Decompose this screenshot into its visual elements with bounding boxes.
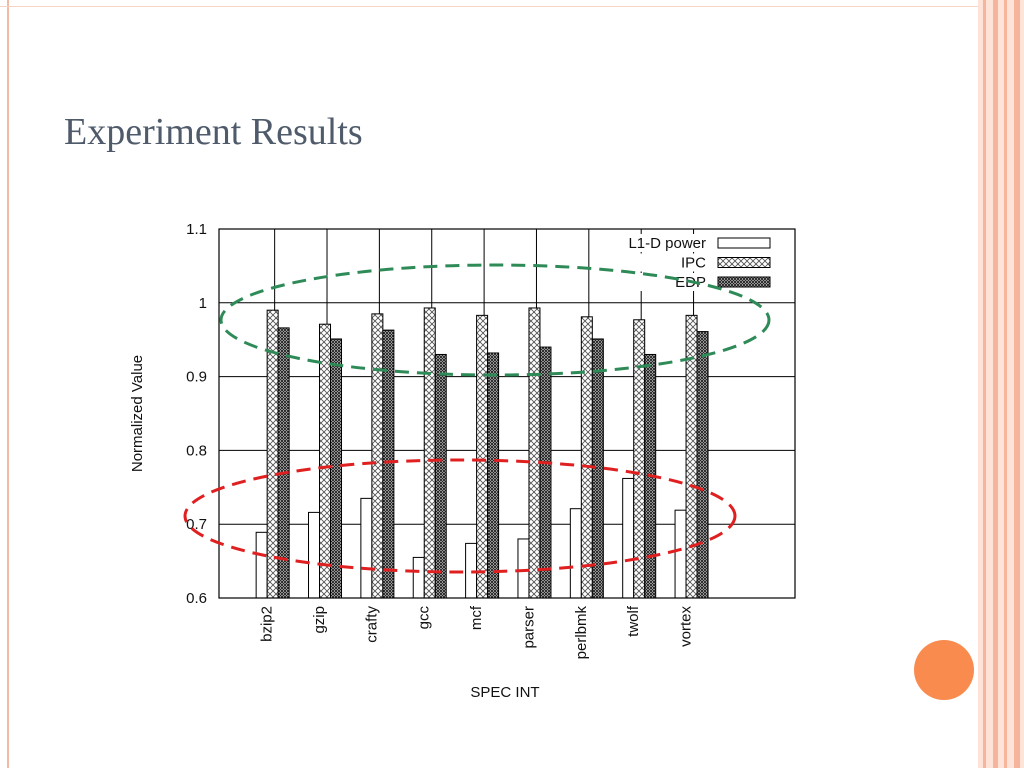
side-stripe: [1014, 0, 1020, 768]
bar: [434, 353, 447, 599]
y-axis-label: Normalized Value: [129, 355, 146, 472]
bar: [330, 338, 343, 599]
bar: [308, 511, 321, 599]
bar: [476, 314, 489, 599]
highlight-ellipse: [219, 263, 771, 377]
bar: [696, 331, 709, 599]
bar: [423, 307, 436, 599]
x-tick-label: crafty: [363, 606, 380, 643]
x-tick-label: twolf: [625, 605, 642, 637]
legend-swatch: [717, 237, 771, 249]
x-tick-label: vortex: [678, 606, 695, 647]
y-tick-label: 0.8: [186, 442, 207, 459]
side-stripe: [983, 0, 986, 768]
x-axis-label: SPEC INT: [470, 684, 539, 701]
y-tick-label: 1: [199, 295, 207, 312]
x-tick-label: gzip: [311, 606, 328, 634]
bar: [622, 477, 635, 599]
bar: [674, 509, 687, 599]
highlight-ellipse: [183, 458, 737, 574]
bar: [539, 346, 552, 599]
bar: [360, 497, 373, 599]
frame-line: [7, 0, 9, 768]
y-tick-label: 0.6: [186, 590, 207, 607]
x-tick-label: parser: [520, 606, 537, 649]
bar: [319, 323, 332, 599]
x-tick-label: gcc: [416, 606, 433, 630]
bar: [517, 538, 530, 599]
bar: [528, 307, 541, 599]
legend-label: IPC: [681, 255, 706, 272]
decor-circle: [914, 640, 974, 700]
legend-swatch: [717, 257, 771, 268]
x-tick-label: perlbmk: [573, 606, 590, 660]
bar: [412, 556, 425, 599]
slide-title: Experiment Results: [64, 111, 363, 153]
y-tick-label: 1.1: [186, 221, 207, 238]
bar: [569, 508, 582, 599]
y-tick-label: 0.9: [186, 369, 207, 386]
plot-frame: [218, 228, 796, 599]
bar: [371, 313, 384, 599]
legend-label: L1-D power: [628, 235, 706, 252]
x-tick-label: bzip2: [259, 606, 276, 642]
bar: [633, 319, 646, 599]
legend-swatch: [717, 276, 771, 288]
x-tick-label: mcf: [468, 605, 485, 630]
side-stripe: [993, 0, 998, 768]
side-stripe: [1004, 0, 1007, 768]
bar: [255, 531, 268, 599]
frame-line: [0, 6, 1024, 7]
bar: [580, 316, 593, 599]
bar: [487, 352, 500, 599]
